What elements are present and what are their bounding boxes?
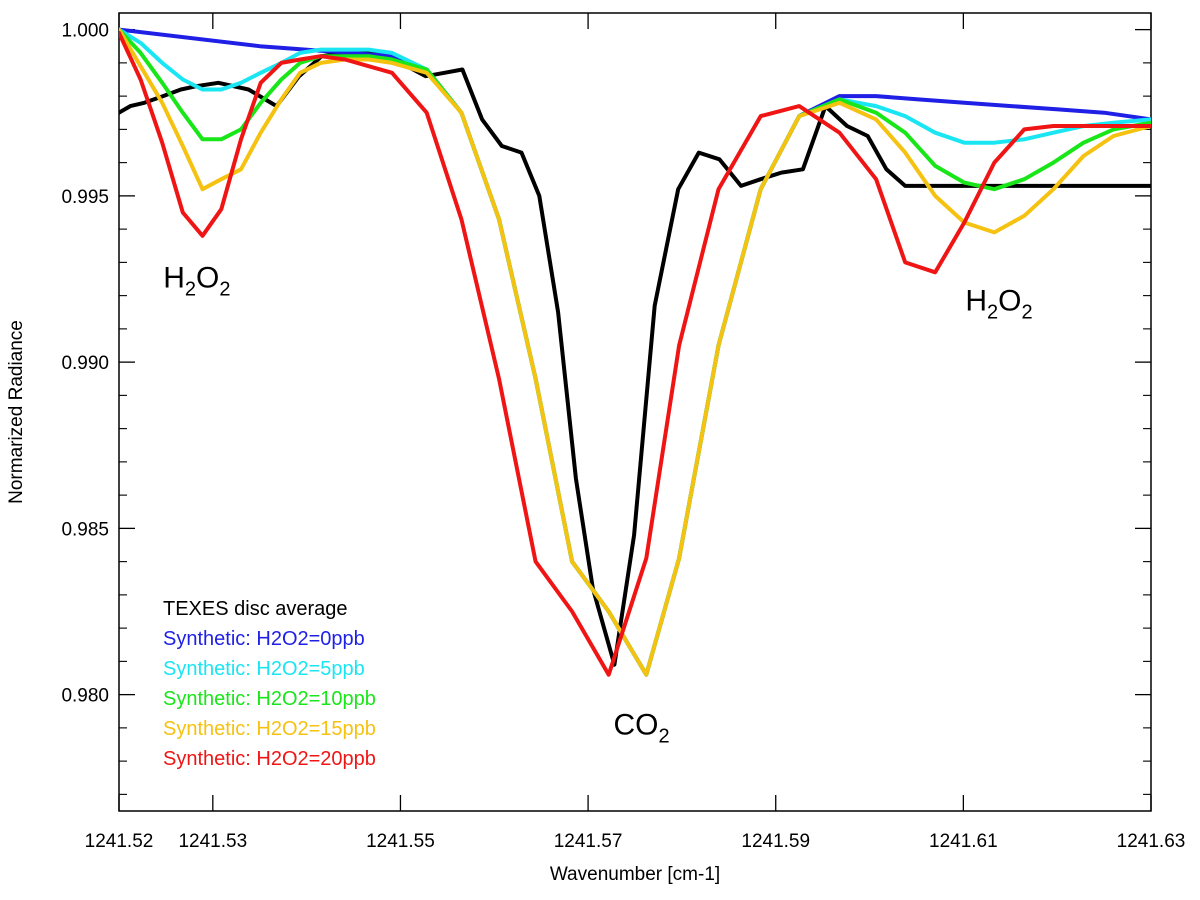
y-axis-title: Normarized Radiance — [6, 320, 27, 504]
annotations: H2O2 H2O2 CO2 — [163, 261, 1032, 747]
annotation-h2o2-left: H2O2 — [163, 261, 230, 300]
annotation-h2o2-right: H2O2 — [965, 285, 1032, 324]
x-axis-title: Wavenumber [cm-1] — [550, 864, 720, 885]
x-tick-label: 1241.59 — [741, 831, 810, 852]
y-tick-label: 0.990 — [61, 353, 109, 374]
plot-area — [118, 12, 1152, 812]
y-axis-ticks: 0.980 0.985 0.990 0.995 1.000 — [61, 21, 1151, 795]
x-tick-label: 1241.55 — [366, 831, 435, 852]
x-tick-label: 1241.53 — [178, 831, 247, 852]
y-tick-label: 0.985 — [61, 519, 109, 540]
y-tick-label: 1.000 — [61, 21, 109, 42]
x-tick-label: 1241.52 — [85, 831, 154, 852]
legend-entry-4: Synthetic: H2O2=15ppb — [163, 718, 376, 740]
series-line-4 — [119, 27, 1151, 677]
legend-entry-5: Synthetic: H2O2=20ppb — [163, 748, 376, 770]
y-tick-label: 0.995 — [61, 187, 109, 208]
x-tick-label: 1241.63 — [1117, 831, 1186, 852]
legend-entry-1: Synthetic: H2O2=0ppb — [163, 628, 365, 650]
x-tick-label: 1241.57 — [554, 831, 623, 852]
x-tick-label: 1241.61 — [929, 831, 998, 852]
legend-entry-0: TEXES disc average — [163, 598, 348, 620]
annotation-co2: CO2 — [614, 709, 670, 748]
legend: TEXES disc average Synthetic: H2O2=0ppb Sy… — [163, 598, 376, 770]
legend-entry-3: Synthetic: H2O2=10ppb — [163, 688, 376, 710]
series-line-5 — [119, 30, 1151, 677]
y-tick-label: 0.980 — [61, 686, 109, 707]
series-layer — [119, 27, 1151, 677]
x-axis-ticks: 1241.52 1241.53 1241.55 1241.57 1241.59 1241.… — [85, 13, 1186, 852]
legend-entry-2: Synthetic: H2O2=5ppb — [163, 658, 365, 680]
